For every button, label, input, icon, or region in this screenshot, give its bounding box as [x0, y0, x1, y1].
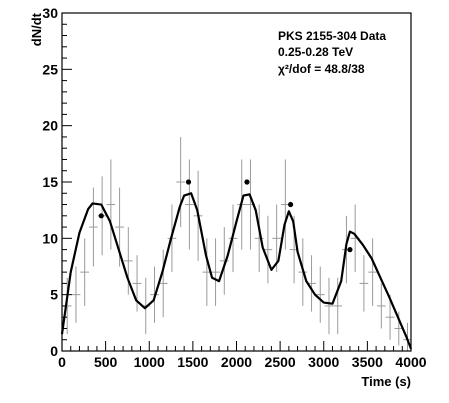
- data-point: [324, 277, 334, 335]
- y-tick-label: 25: [42, 61, 58, 77]
- data-point: [219, 227, 229, 295]
- x-axis-title: Time (s): [361, 374, 411, 389]
- data-point: [272, 204, 281, 273]
- y-axis-title: dN/dt: [29, 12, 44, 46]
- data-point: [185, 159, 194, 250]
- x-tick-label: 1000: [134, 354, 165, 370]
- legend-line-3: χ²/dof = 48.8/38: [278, 62, 365, 76]
- peak-marker: [185, 179, 192, 185]
- y-tick-label: 0: [50, 343, 58, 359]
- x-tick-label: 4000: [395, 354, 426, 370]
- data-point: [385, 294, 395, 340]
- data-point: [71, 266, 81, 323]
- x-tick-label: 1500: [177, 354, 208, 370]
- legend: PKS 2155-304 Data 0.25-0.28 TeV χ²/dof =…: [278, 29, 386, 76]
- data-point: [158, 249, 168, 318]
- x-tick-label: 2500: [265, 354, 296, 370]
- y-tick-label: 30: [42, 5, 58, 21]
- data-point: [176, 136, 186, 228]
- data-point: [123, 227, 133, 295]
- x-tick-label: 3500: [352, 354, 383, 370]
- data-point: [368, 238, 377, 306]
- data-point: [211, 238, 220, 306]
- y-tick-label: 15: [42, 174, 58, 190]
- y-tick-label: 5: [50, 287, 58, 303]
- data-point: [359, 255, 369, 312]
- fit-curve: [60, 192, 413, 350]
- peak-points-series: [98, 179, 353, 253]
- peak-marker: [347, 247, 353, 253]
- fit-curve-series: [60, 192, 413, 350]
- legend-line-2: 0.25-0.28 TeV: [278, 45, 353, 59]
- x-tick-label: 0: [58, 354, 66, 370]
- x-tick-label: 500: [94, 354, 118, 370]
- legend-line-1: PKS 2155-304 Data: [278, 29, 386, 43]
- y-tick-label: 10: [42, 230, 58, 246]
- x-tick-label: 2000: [221, 354, 252, 370]
- data-point: [263, 215, 273, 284]
- peak-marker: [98, 213, 104, 219]
- data-point: [106, 159, 116, 250]
- data-point: [80, 238, 90, 306]
- y-tick-label: 20: [42, 118, 58, 134]
- data-point: [376, 283, 386, 329]
- data-point: [315, 266, 325, 323]
- y-axis: 0 5 10 15 20 25 30: [42, 5, 72, 359]
- x-axis: 0 500 1000 1500 2000 2500 3000 3500 4000: [58, 341, 427, 370]
- peak-marker: [244, 179, 250, 185]
- x-tick-label: 3000: [308, 354, 339, 370]
- peak-marker: [287, 201, 294, 208]
- data-point: [89, 187, 98, 267]
